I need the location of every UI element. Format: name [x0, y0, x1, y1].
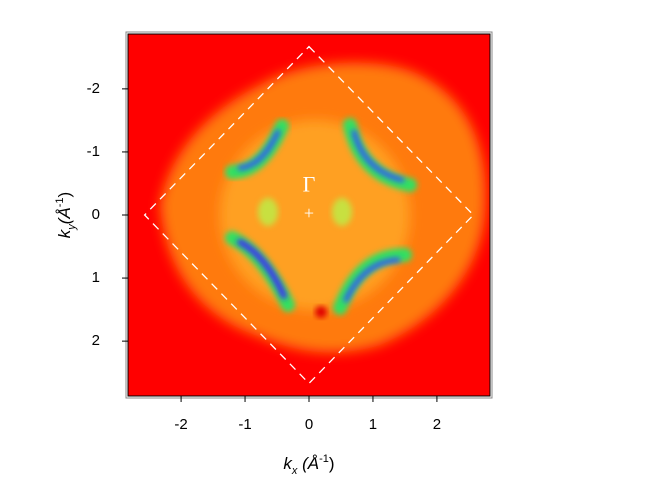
- ylabel-part: k: [55, 228, 74, 238]
- ylabel-part: (Å: [55, 207, 74, 224]
- xlabel-part: k: [283, 454, 293, 473]
- ylabel-part: y: [66, 223, 78, 231]
- arcs: [225, 118, 417, 315]
- xlabel-part: -1: [319, 453, 329, 465]
- annotation: +: [304, 203, 314, 223]
- intensity-spot: [315, 306, 327, 318]
- intensity-map: [128, 34, 490, 396]
- xlabel-axis-label: kx (Å-1): [283, 453, 334, 477]
- y-tick-label: -1: [87, 143, 100, 160]
- y-tick-label: 0: [92, 206, 100, 223]
- y-tick-label: 1: [92, 269, 100, 286]
- xlabel-part: ): [329, 454, 335, 473]
- y-tick-label: -2: [87, 80, 100, 97]
- ylabel-axis-label: ky(Å-1): [54, 192, 78, 238]
- zone-boundary: [143, 45, 475, 385]
- xlabel-part: x: [291, 465, 298, 477]
- x-tick-label: -2: [174, 416, 187, 433]
- xlabel-part: (Å: [297, 454, 319, 473]
- annotation: Γ: [303, 172, 316, 197]
- x-tick-label: -1: [238, 416, 251, 433]
- x-tick-label: 2: [433, 416, 441, 433]
- intensity-spot: [258, 198, 278, 226]
- x-tick-label: 1: [369, 416, 377, 433]
- y-tick-label: 2: [92, 332, 100, 349]
- x-tick-label: 0: [305, 416, 313, 433]
- ylabel-part: ): [55, 192, 74, 198]
- intensity-core: [220, 120, 410, 310]
- ylabel-part: -1: [54, 197, 66, 207]
- intensity-spot: [332, 198, 352, 226]
